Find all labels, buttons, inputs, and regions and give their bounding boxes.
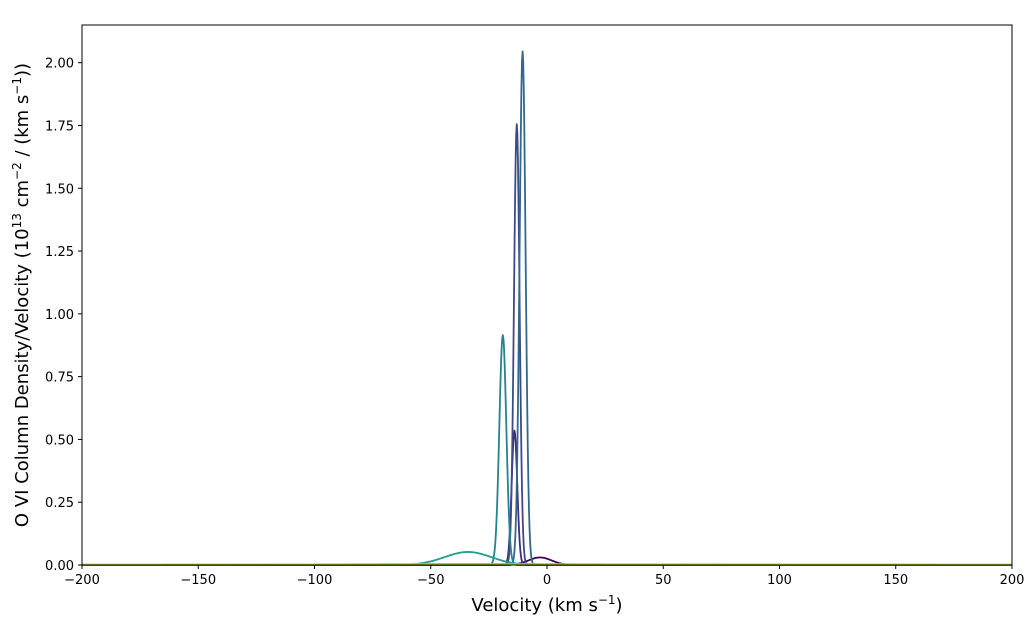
x-tick-label: 0 bbox=[543, 573, 551, 588]
x-tick-label: 50 bbox=[655, 573, 672, 588]
x-tick-label: 150 bbox=[883, 573, 908, 588]
x-axis: −200 −150 −100 −50 0 50 100 150 200 bbox=[64, 565, 1024, 588]
y-tick-label: 2.00 bbox=[45, 57, 74, 72]
y-tick-label: 1.00 bbox=[45, 308, 74, 323]
x-tick-label: 200 bbox=[1000, 573, 1025, 588]
y-tick-label: 0.50 bbox=[45, 433, 74, 448]
x-axis-title: Velocity (km s−1) bbox=[471, 593, 622, 616]
series-line-2 bbox=[81, 429, 1013, 566]
x-tick-label: −200 bbox=[64, 573, 100, 588]
y-tick-label: 1.75 bbox=[45, 119, 74, 134]
y-tick-label: 0.25 bbox=[45, 496, 74, 511]
series-line-3 bbox=[81, 123, 1013, 566]
x-tick-label: −50 bbox=[417, 573, 444, 588]
plot-frame bbox=[81, 24, 1013, 566]
y-axis: 0.00 0.25 0.50 0.75 1.00 1.25 1.50 1.75 2.00 bbox=[45, 57, 82, 574]
y-tick-label: 1.50 bbox=[45, 182, 74, 197]
series-line-4 bbox=[81, 50, 1013, 566]
x-tick-label: −150 bbox=[180, 573, 216, 588]
x-tick-label: 100 bbox=[767, 573, 792, 588]
y-tick-label: 0.00 bbox=[45, 559, 74, 574]
y-axis-title: O VI Column Density/Velocity (1013 cm−2 … bbox=[10, 63, 33, 527]
y-tick-label: 0.75 bbox=[45, 371, 74, 386]
x-tick-label: −100 bbox=[297, 573, 333, 588]
series-line-5 bbox=[81, 334, 1013, 566]
plot-lines bbox=[81, 50, 1013, 566]
y-tick-label: 1.25 bbox=[45, 245, 74, 260]
